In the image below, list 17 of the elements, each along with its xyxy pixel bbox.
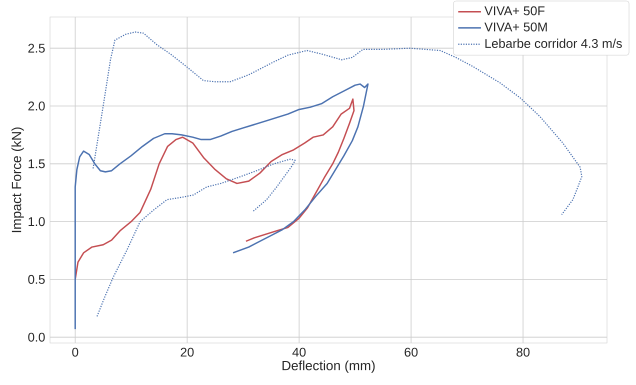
legend-label: VIVA+ 50M <box>484 22 547 32</box>
legend-label: Lebarbe corridor 4.3 m/s <box>485 38 622 48</box>
x-tick-label: 40 <box>292 348 306 357</box>
y-tick-label: 2.0 <box>28 102 45 110</box>
y-tick-label: 0.5 <box>28 274 45 284</box>
x-tick-label: 60 <box>404 348 418 357</box>
x-tick-label: 80 <box>516 348 530 357</box>
x-axis-title: Deflection (mm) <box>282 360 375 373</box>
x-tick-label: 20 <box>180 348 194 357</box>
line-series <box>74 98 355 280</box>
y-tick-label: 0.0 <box>28 332 45 342</box>
y-tick-label: 2.5 <box>28 44 45 53</box>
y-tick-label: 1.5 <box>28 159 45 168</box>
legend-label: VIVA+ 50F <box>484 6 545 16</box>
y-tick-label: 1.0 <box>28 217 45 226</box>
x-tick-label: 0 <box>72 348 78 357</box>
y-axis-title: Impact Force (kN) <box>11 127 24 232</box>
